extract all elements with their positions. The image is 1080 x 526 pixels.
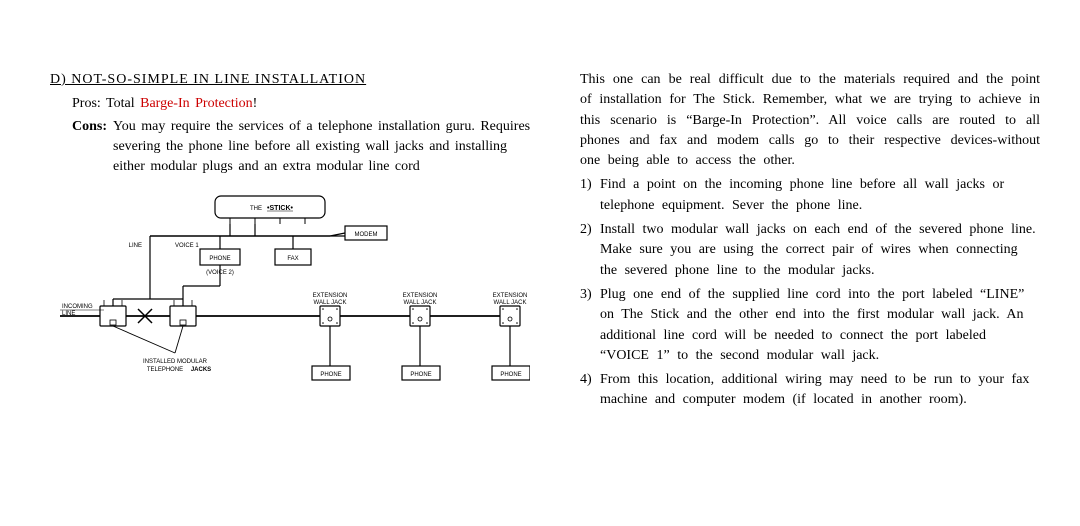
pros-line: Pros: Total Barge-In Protection!	[72, 94, 540, 114]
svg-text:LINE: LINE	[62, 311, 75, 317]
step-number: 4)	[580, 370, 600, 411]
svg-text:PHONE: PHONE	[500, 372, 521, 378]
step-number: 3)	[580, 285, 600, 366]
steps-list: 1)Find a point on the incoming phone lin…	[580, 175, 1040, 410]
svg-text:TELEPHONE: TELEPHONE	[147, 367, 183, 373]
step-number: 1)	[580, 175, 600, 216]
pros-highlight: Barge-In Protection	[140, 96, 253, 111]
svg-text:WALL JACK: WALL JACK	[314, 300, 347, 306]
step-item: 3)Plug one end of the supplied line cord…	[580, 285, 1040, 366]
step-number: 2)	[580, 220, 600, 281]
svg-text:WALL JACK: WALL JACK	[404, 300, 437, 306]
cons-body: You may require the services of a teleph…	[113, 117, 540, 178]
svg-text:JACKS: JACKS	[191, 367, 211, 373]
wiring-diagram: THE•STICK•MODEMPHONEFAXLINEVOICE 1(VOICE…	[60, 191, 530, 401]
step-body: Plug one end of the supplied line cord i…	[600, 285, 1040, 366]
svg-text:FAX: FAX	[287, 256, 298, 262]
step-item: 2)Install two modular wall jacks on each…	[580, 220, 1040, 281]
svg-text:MODEM: MODEM	[355, 232, 378, 238]
svg-text:EXTENSION: EXTENSION	[313, 293, 348, 299]
svg-text:EXTENSION: EXTENSION	[403, 293, 438, 299]
svg-text:WALL JACK: WALL JACK	[494, 300, 527, 306]
cons-block: Cons: You may require the services of a …	[72, 117, 540, 178]
svg-text:PHONE: PHONE	[410, 372, 431, 378]
step-body: Find a point on the incoming phone line …	[600, 175, 1040, 216]
step-item: 4)From this location, additional wiring …	[580, 370, 1040, 411]
cons-label: Cons:	[72, 117, 107, 178]
step-body: From this location, additional wiring ma…	[600, 370, 1040, 411]
svg-text:VOICE 1: VOICE 1	[175, 243, 199, 249]
step-item: 1)Find a point on the incoming phone lin…	[580, 175, 1040, 216]
svg-text:PHONE: PHONE	[209, 256, 230, 262]
svg-text:EXTENSION: EXTENSION	[493, 293, 528, 299]
pros-text-c: !	[253, 96, 258, 111]
step-body: Install two modular wall jacks on each e…	[600, 220, 1040, 281]
intro-paragraph: This one can be real difficult due to th…	[580, 70, 1040, 171]
section-heading: D) NOT-SO-SIMPLE IN LINE INSTALLATION	[50, 70, 540, 90]
svg-text:LINE: LINE	[129, 243, 142, 249]
svg-text:PHONE: PHONE	[320, 372, 341, 378]
pros-text-a: Total	[106, 96, 140, 111]
svg-text:THE: THE	[250, 206, 262, 212]
pros-label: Pros:	[72, 96, 101, 111]
svg-text:INCOMING: INCOMING	[62, 304, 93, 310]
svg-text:INSTALLED MODULAR: INSTALLED MODULAR	[143, 359, 208, 365]
